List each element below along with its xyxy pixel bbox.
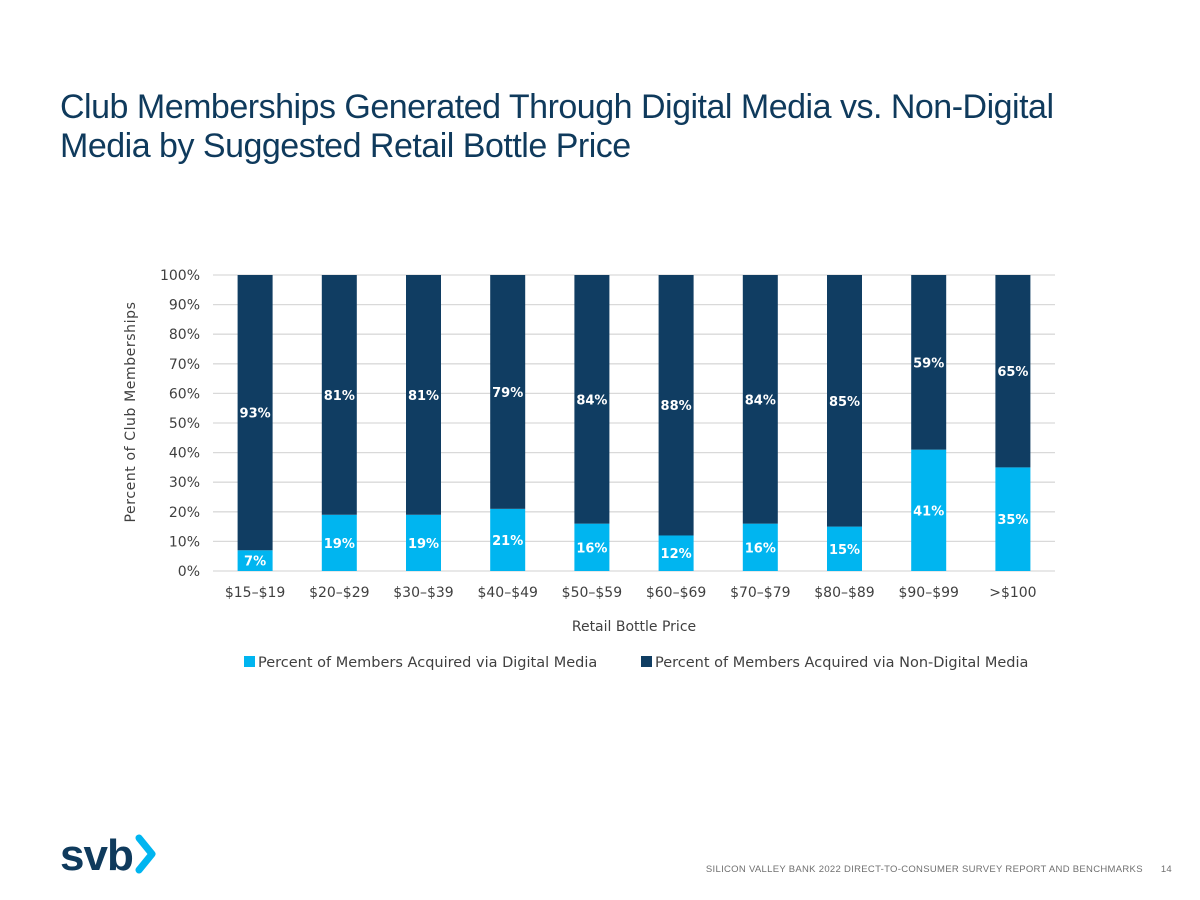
data-label-non-digital: 84% [745,393,776,408]
x-tick-label: $20–$29 [309,585,369,601]
bar-non-digital [321,275,357,515]
data-label-non-digital: 93% [240,407,271,422]
data-label-non-digital: 85% [829,395,860,410]
x-tick-label: $60–$69 [646,585,706,601]
y-axis-title: Percent of Club Memberships [123,302,139,523]
y-tick-label: 30% [169,475,200,491]
page-number: 14 [1160,864,1172,875]
bar-non-digital [911,275,947,450]
y-tick-label: 100% [160,268,200,284]
data-label-digital: 15% [829,543,860,558]
chevron-right-icon [135,834,157,879]
data-label-non-digital: 84% [576,393,607,408]
legend-swatch-non-digital [641,656,652,667]
x-tick-label: $40–$49 [477,585,537,601]
x-tick-label: $90–$99 [898,585,958,601]
x-tick-label: $80–$89 [814,585,874,601]
y-tick-label: 50% [169,416,200,432]
data-label-digital: 41% [913,504,944,519]
bar-digital [574,523,610,571]
logo-wordmark: svb [60,831,134,880]
data-label-non-digital: 81% [408,389,439,404]
svb-logo: svb [60,828,157,884]
x-tick-label: $70–$79 [730,585,790,601]
bar-digital [995,467,1031,571]
y-tick-label: 10% [169,534,200,550]
footer: SILICON VALLEY BANK 2022 DIRECT-TO-CONSU… [706,864,1172,875]
bar-non-digital [574,275,610,524]
x-tick-label: $15–$19 [225,585,285,601]
bar-digital [237,550,273,571]
y-tick-label: 60% [169,386,200,402]
bar-non-digital [742,275,778,524]
y-tick-label: 80% [169,327,200,343]
legend-label-non-digital: Percent of Members Acquired via Non-Digi… [655,655,1028,671]
bar-digital [658,535,694,571]
y-tick-label: 40% [169,446,200,462]
x-tick-label: >$100 [989,585,1036,601]
legend-swatch-digital [244,656,255,667]
x-axis-title: Retail Bottle Price [572,619,696,635]
data-label-non-digital: 88% [661,399,692,414]
bar-non-digital [995,275,1031,468]
data-label-digital: 7% [244,555,266,570]
y-tick-label: 20% [169,505,200,521]
data-label-digital: 35% [997,513,1028,528]
bar-non-digital [237,275,273,551]
data-label-digital: 19% [324,537,355,552]
data-label-non-digital: 59% [913,356,944,371]
slide-title: Club Memberships Generated Through Digit… [60,88,1054,165]
bar-non-digital [827,275,862,527]
data-label-non-digital: 79% [492,386,523,401]
data-label-digital: 19% [408,537,439,552]
footer-text: SILICON VALLEY BANK 2022 DIRECT-TO-CONSU… [705,864,1143,875]
legend-label-digital: Percent of Members Acquired via Digital … [258,655,597,671]
data-label-digital: 16% [745,541,776,556]
y-tick-label: 0% [178,564,200,580]
bar-digital [827,526,862,571]
x-tick-label: $50–$59 [562,585,622,601]
data-label-digital: 21% [492,534,523,549]
y-tick-label: 70% [169,357,200,373]
bar-digital [911,449,947,571]
bar-digital [490,508,526,571]
bar-digital [406,514,441,571]
data-label-non-digital: 65% [997,365,1028,380]
bar-digital [742,523,778,571]
data-label-digital: 16% [576,541,607,556]
bar-non-digital [490,275,526,509]
bar-non-digital [658,275,694,536]
bar-digital [321,514,357,571]
bar-non-digital [406,275,441,515]
x-tick-label: $30–$39 [393,585,453,601]
data-label-non-digital: 81% [324,389,355,404]
y-tick-label: 90% [169,298,200,314]
data-label-digital: 12% [661,547,692,562]
